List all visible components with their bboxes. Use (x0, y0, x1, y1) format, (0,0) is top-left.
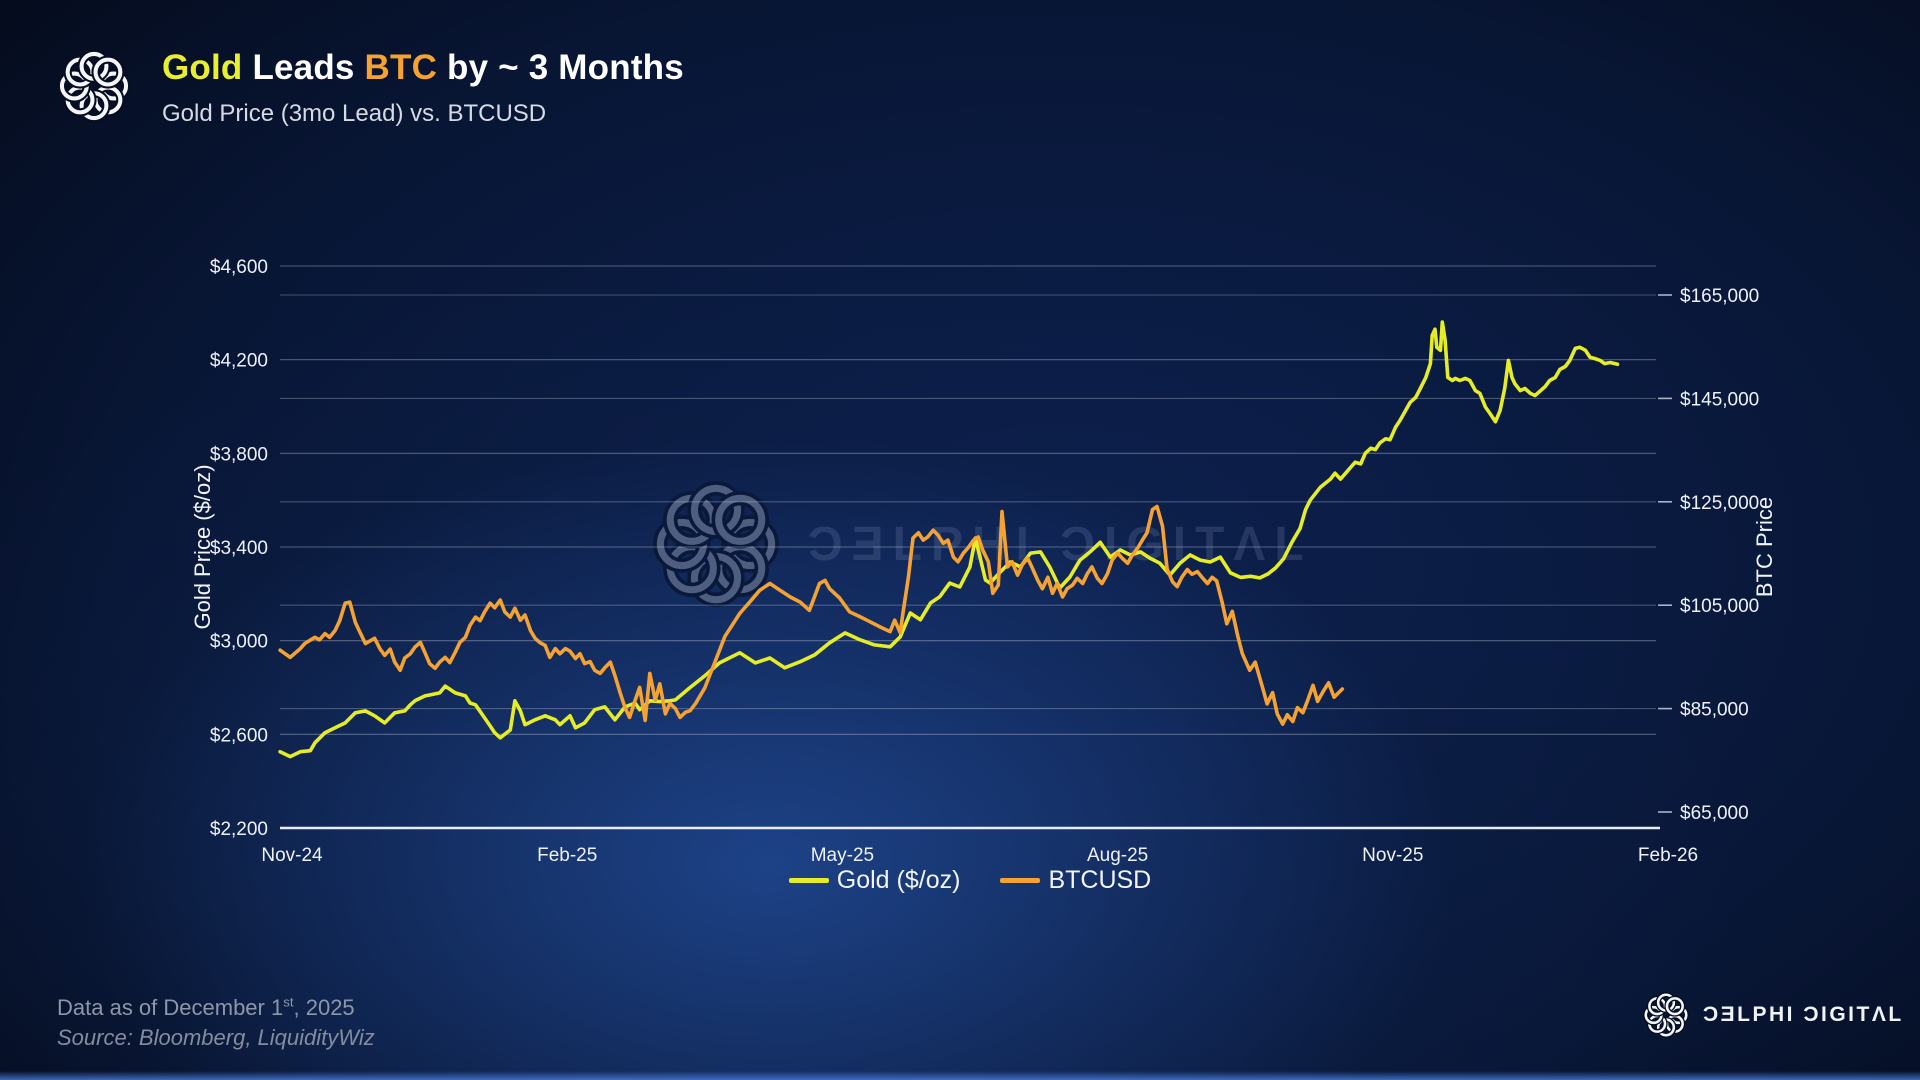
y-right-tick-label: $125,000 (1680, 493, 1759, 514)
y-left-tick-label: $2,600 (210, 725, 268, 746)
page-title: Gold Leads BTC by ~ 3 Months (162, 48, 684, 88)
x-tick-label-Nov-25: Nov-25 (1362, 845, 1423, 866)
x-tick-label-Feb-25: Feb-25 (537, 845, 597, 866)
y-left-tick-label: $4,600 (210, 257, 268, 278)
y-right-tick-label: $105,000 (1680, 596, 1759, 617)
legend-label: BTCUSD (1048, 866, 1152, 894)
y-right-tick-label: $145,000 (1680, 389, 1759, 410)
legend-label: Gold ($/oz) (836, 866, 961, 894)
title-part-3: by ~ 3 Months (437, 48, 684, 87)
legend-item-btcusd[interactable]: BTCUSD (1000, 866, 1151, 895)
delphi-knot-logo (56, 42, 132, 130)
title-block: Gold Leads BTC by ~ 3 Months Gold Price … (162, 48, 684, 128)
brand-wordmark: ƆƎLPHI ƆIGITΛL (1703, 1003, 1904, 1026)
chart-legend: Gold ($/oz) BTCUSD (280, 866, 1660, 895)
source-note: Source: Bloomberg, LiquidityWiz (57, 1025, 375, 1051)
knot-icon (57, 49, 131, 123)
legend-item-gold[interactable]: Gold ($/oz) (788, 866, 961, 895)
y-right-tick-label: $65,000 (1680, 803, 1749, 824)
title-part-1: Leads (242, 48, 365, 87)
y-right-tick-label: $85,000 (1680, 700, 1749, 721)
series-line-gold (278, 320, 1620, 759)
x-tick-label-Aug-25: Aug-25 (1087, 845, 1148, 866)
legend-swatch (788, 878, 829, 883)
y-left-tick-label: $3,400 (210, 538, 268, 559)
brand-lockup: ƆƎLPHI ƆIGITΛL (1642, 990, 1904, 1040)
legend-swatch (1000, 878, 1041, 883)
title-part-2: BTC (364, 48, 438, 87)
knot-icon (1643, 992, 1689, 1038)
price-line-chart: $4,600 $4,200 $3,800 $3,400 $3,000 $2,600 $2,2… (190, 257, 1777, 866)
y-left-tick-label: $3,000 (210, 632, 268, 653)
y-left-tick-label: $4,200 (210, 351, 268, 372)
brand-knot-logo (1642, 990, 1690, 1040)
y-right-axis-title: BTC Price (1752, 497, 1777, 597)
title-part-0: Gold (162, 48, 243, 87)
x-tick-label-May-25: May-25 (811, 845, 874, 866)
y-left-tick-label: $3,800 (210, 444, 268, 465)
data-as-of: Data as of December 1st, 2025 (57, 994, 355, 1020)
y-right-tick-label: $165,000 (1680, 286, 1759, 307)
x-tick-label-Feb-26: Feb-26 (1638, 845, 1698, 866)
chart: ƆƎLPHI ƆIGITΛL $4,600 $4,200 $3,800 $3,400 $… (180, 240, 1790, 905)
y-left-tick-label: $2,200 (210, 819, 268, 840)
x-tick-label-Nov-24: Nov-24 (261, 845, 323, 866)
series-line-btcusd (278, 504, 1345, 726)
y-left-axis-title: Gold Price ($/oz) (190, 464, 215, 629)
page-subtitle: Gold Price (3mo Lead) vs. BTCUSD (162, 100, 547, 127)
footer-notes: Data as of December 1st, 2025 Source: Bl… (57, 993, 375, 1054)
